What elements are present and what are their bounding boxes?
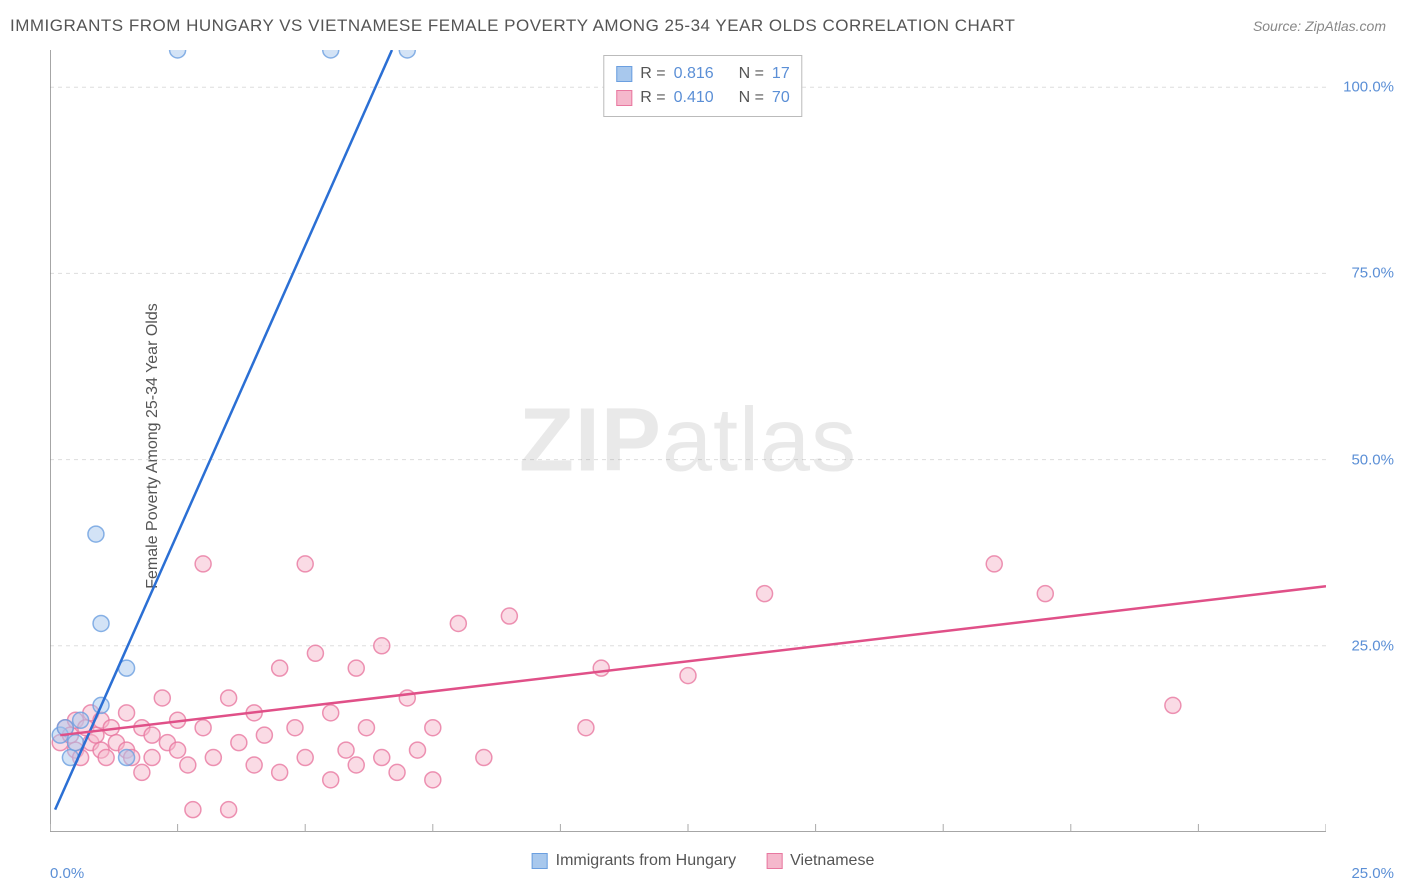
source-attribution: Source: ZipAtlas.com	[1253, 18, 1386, 34]
x-tick-max: 25.0%	[1351, 865, 1394, 882]
legend-stats-row-1: R = 0.410 N = 70	[616, 86, 789, 110]
plot-area: ZIPatlas	[50, 50, 1326, 832]
r-value-0: 0.816	[674, 62, 714, 86]
legend-stats-row-0: R = 0.816 N = 17	[616, 62, 789, 86]
legend-stats-box: R = 0.816 N = 17 R = 0.410 N = 70	[603, 55, 802, 117]
y-tick-label: 50.0%	[1351, 451, 1394, 468]
legend-swatch-vietnamese	[616, 90, 632, 106]
chart-title: IMMIGRANTS FROM HUNGARY VS VIETNAMESE FE…	[10, 16, 1015, 36]
legend-swatch-vietnamese-icon	[766, 853, 782, 869]
y-tick-label: 75.0%	[1351, 265, 1394, 282]
n-label: N =	[739, 62, 764, 86]
y-tick-label: 25.0%	[1351, 637, 1394, 654]
r-label: R =	[640, 62, 665, 86]
r-value-1: 0.410	[674, 86, 714, 110]
y-tick-label: 100.0%	[1343, 79, 1394, 96]
legend-item-vietnamese: Vietnamese	[766, 852, 874, 870]
legend-label-vietnamese: Vietnamese	[790, 852, 874, 870]
n-value-0: 17	[772, 62, 790, 86]
legend-label-hungary: Immigrants from Hungary	[556, 852, 737, 870]
chart-container: IMMIGRANTS FROM HUNGARY VS VIETNAMESE FE…	[0, 0, 1406, 892]
x-tick-min: 0.0%	[50, 865, 84, 882]
legend-item-hungary: Immigrants from Hungary	[532, 852, 737, 870]
n-label: N =	[739, 86, 764, 110]
legend-bottom: Immigrants from Hungary Vietnamese	[532, 852, 875, 870]
legend-swatch-hungary-icon	[532, 853, 548, 869]
scatter-plot-svg	[50, 50, 1326, 832]
n-value-1: 70	[772, 86, 790, 110]
legend-swatch-hungary	[616, 66, 632, 82]
r-label: R =	[640, 86, 665, 110]
